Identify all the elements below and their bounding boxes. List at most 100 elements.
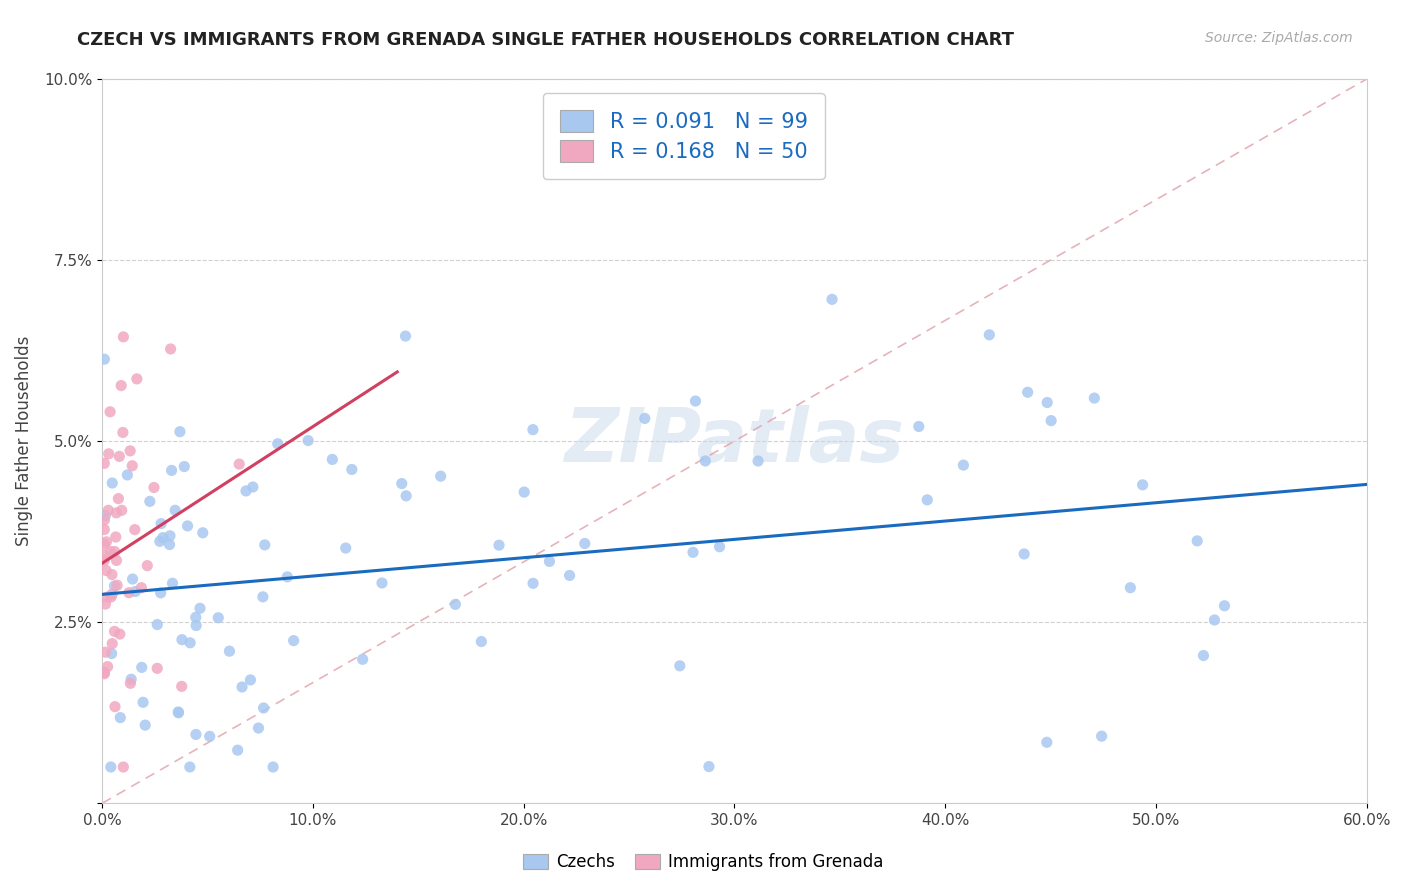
Point [159, 342, 181, 356]
Point [100, 760, 122, 774]
Point [165, 503, 187, 517]
Point [96, 534, 118, 549]
Point [167, 705, 190, 719]
Point [697, 759, 720, 773]
Point [1185, 533, 1208, 548]
Point [242, 480, 264, 494]
Point [184, 610, 207, 624]
Point [105, 506, 128, 520]
Point [143, 481, 166, 495]
Point [470, 634, 492, 648]
Point [538, 554, 561, 568]
Point [429, 469, 451, 483]
Point [176, 519, 198, 533]
Y-axis label: Single Father Households: Single Father Households [15, 336, 32, 546]
Point [107, 491, 129, 506]
Point [93, 549, 115, 563]
Point [139, 494, 162, 508]
Point [93, 523, 115, 537]
Point [1040, 414, 1063, 428]
Point [93, 666, 115, 681]
Point [94, 645, 117, 659]
Point [118, 585, 141, 599]
Point [695, 454, 717, 468]
Point [226, 743, 249, 757]
Point [1036, 735, 1059, 749]
Point [262, 760, 284, 774]
Point [170, 632, 193, 647]
Point [188, 601, 211, 615]
Point [159, 529, 181, 543]
Point [1204, 613, 1226, 627]
Point [915, 492, 938, 507]
Point [104, 544, 127, 558]
Point [121, 572, 143, 586]
Point [121, 458, 143, 473]
Point [247, 721, 270, 735]
Point [167, 706, 190, 720]
Point [98, 405, 121, 419]
Point [235, 483, 257, 498]
Point [162, 576, 184, 591]
Point [685, 394, 707, 409]
Point [169, 425, 191, 439]
Point [120, 672, 142, 686]
Point [267, 436, 290, 450]
Point [117, 467, 139, 482]
Point [93, 513, 115, 527]
Point [152, 531, 174, 545]
Point [124, 523, 146, 537]
Point [170, 679, 193, 693]
Point [1132, 478, 1154, 492]
Legend: R = 0.091   N = 99, R = 0.168   N = 50: R = 0.091 N = 99, R = 0.168 N = 50 [543, 93, 824, 179]
Point [1192, 648, 1215, 663]
Point [709, 540, 731, 554]
Point [276, 570, 298, 584]
Point [149, 534, 172, 549]
Point [907, 419, 929, 434]
Point [112, 760, 135, 774]
Point [93, 553, 115, 567]
Point [184, 727, 207, 741]
Point [134, 718, 156, 732]
Point [101, 637, 124, 651]
Point [100, 590, 122, 604]
Point [94, 597, 117, 611]
Point [160, 463, 183, 477]
Point [231, 680, 253, 694]
Point [103, 624, 125, 639]
Point [93, 665, 115, 680]
Point [120, 676, 142, 690]
Point [979, 327, 1001, 342]
Text: ZIPatlas: ZIPatlas [564, 405, 904, 477]
Point [488, 538, 510, 552]
Point [111, 425, 134, 440]
Point [371, 576, 394, 591]
Point [522, 576, 544, 591]
Point [105, 578, 128, 592]
Point [253, 538, 276, 552]
Point [146, 617, 169, 632]
Point [104, 530, 127, 544]
Point [124, 584, 146, 599]
Point [198, 730, 221, 744]
Point [394, 329, 416, 343]
Point [100, 647, 122, 661]
Point [132, 695, 155, 709]
Point [146, 661, 169, 675]
Point [1017, 385, 1039, 400]
Point [252, 701, 274, 715]
Point [101, 587, 124, 601]
Point [522, 423, 544, 437]
Point [340, 462, 363, 476]
Point [136, 558, 159, 573]
Point [952, 458, 974, 472]
Point [297, 434, 319, 448]
Point [179, 636, 201, 650]
Point [444, 598, 467, 612]
Point [112, 330, 135, 344]
Point [179, 760, 201, 774]
Point [101, 567, 124, 582]
Point [574, 536, 596, 550]
Point [207, 611, 229, 625]
